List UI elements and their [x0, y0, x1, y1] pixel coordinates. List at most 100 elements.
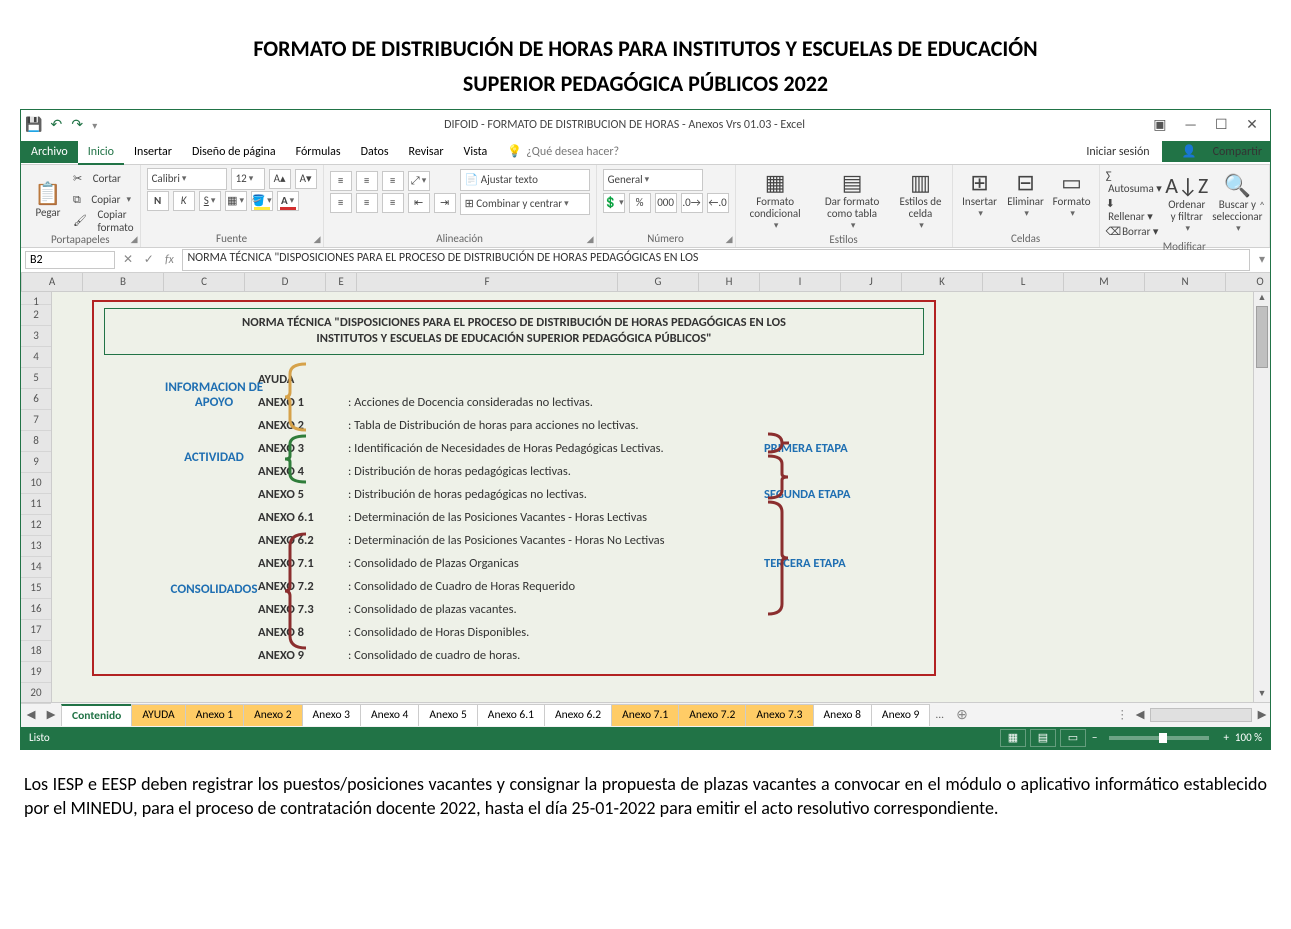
sheet-tabs-more[interactable]: ...: [929, 705, 950, 725]
quick-access-toolbar[interactable]: ↶ ↷ ▾: [50, 116, 103, 133]
sheet-tab-anexo-7-2[interactable]: Anexo 7.2: [678, 704, 746, 726]
scroll-up-icon[interactable]: ▲: [1254, 292, 1270, 306]
view-page-break-icon[interactable]: ▭: [1060, 729, 1086, 747]
row-header-6[interactable]: 6: [21, 389, 51, 410]
sheet-tab-anexo-1[interactable]: Anexo 1: [185, 704, 244, 726]
row-header-4[interactable]: 4: [21, 347, 51, 368]
view-normal-icon[interactable]: ▦: [1000, 729, 1026, 747]
copy-button[interactable]: ⧉ Copiar: [73, 190, 134, 210]
row-header-10[interactable]: 10: [21, 473, 51, 494]
align-bottom-icon[interactable]: ≡: [382, 171, 404, 191]
align-top-icon[interactable]: ≡: [330, 171, 352, 191]
align-center-icon[interactable]: ≡: [356, 193, 378, 213]
zoom-out-icon[interactable]: −: [1092, 731, 1097, 744]
tab-revisar[interactable]: Revisar: [399, 141, 454, 163]
column-header-O[interactable]: O: [1226, 273, 1291, 291]
zoom-slider[interactable]: [1109, 736, 1209, 740]
tab-file[interactable]: Archivo: [21, 141, 78, 163]
row-header-18[interactable]: 18: [21, 641, 51, 662]
align-left-icon[interactable]: ≡: [330, 193, 352, 213]
sign-in[interactable]: Iniciar sesión: [1086, 145, 1149, 159]
tell-me[interactable]: 💡 ¿Qué desea hacer?: [507, 144, 619, 159]
hscroll-right-icon[interactable]: ▶: [1254, 707, 1270, 722]
row-header-3[interactable]: 3: [21, 326, 51, 347]
zoom-knob[interactable]: [1159, 733, 1167, 743]
sheet-tab-anexo-5[interactable]: Anexo 5: [418, 704, 477, 726]
worksheet[interactable]: NORMA TÉCNICA "DISPOSICIONES PARA EL PRO…: [52, 292, 1253, 702]
close-icon[interactable]: ✕: [1238, 116, 1266, 133]
name-box[interactable]: B2: [25, 251, 115, 269]
column-header-A[interactable]: A: [22, 273, 83, 291]
cell-styles-button[interactable]: ▥Estilos de celda: [895, 169, 945, 231]
tab-vista[interactable]: Vista: [454, 141, 498, 163]
formula-bar[interactable]: NORMA TÉCNICA "DISPOSICIONES PARA EL PRO…: [182, 249, 1250, 271]
conditional-format-button[interactable]: ▦Formato condicional: [742, 169, 809, 231]
row-header-19[interactable]: 19: [21, 662, 51, 683]
cut-button[interactable]: ✂ Cortar: [73, 169, 134, 189]
column-header-F[interactable]: F: [357, 273, 618, 291]
tab-nav-next-icon[interactable]: ▶: [47, 707, 56, 722]
increase-indent-icon[interactable]: ⇥: [434, 193, 456, 213]
column-header-C[interactable]: C: [164, 273, 245, 291]
increase-decimal-icon[interactable]: .0→: [681, 193, 703, 213]
dialog-launcher-number[interactable]: ◢: [726, 234, 733, 245]
dialog-launcher-alignment[interactable]: ◢: [587, 234, 594, 245]
align-middle-icon[interactable]: ≡: [356, 171, 378, 191]
hscroll-left-icon[interactable]: ◀: [1132, 707, 1148, 722]
decrease-decimal-icon[interactable]: ←.0: [707, 193, 729, 213]
ribbon-display-icon[interactable]: ▣: [1146, 116, 1174, 133]
row-header-17[interactable]: 17: [21, 620, 51, 641]
column-header-D[interactable]: D: [245, 273, 326, 291]
redo-icon[interactable]: ↷: [71, 116, 83, 133]
add-sheet-icon[interactable]: ⊕: [950, 706, 974, 723]
zoom-level[interactable]: 100 %: [1235, 731, 1262, 744]
font-size-select[interactable]: 12: [231, 168, 265, 190]
zoom-in-icon[interactable]: +: [1223, 731, 1228, 744]
sheet-tab-anexo-6-1[interactable]: Anexo 6.1: [477, 704, 545, 726]
decrease-indent-icon[interactable]: ⇤: [408, 193, 430, 213]
increase-font-icon[interactable]: A▴: [269, 169, 291, 189]
wrap-text-button[interactable]: 📄 Ajustar texto: [460, 169, 590, 191]
collapse-ribbon-icon[interactable]: ˄: [1259, 199, 1265, 212]
row-header-7[interactable]: 7: [21, 410, 51, 431]
row-header-14[interactable]: 14: [21, 557, 51, 578]
maximize-icon[interactable]: ☐: [1207, 116, 1235, 133]
fill-button[interactable]: ⬇ Rellenar ▾: [1106, 197, 1162, 223]
comma-format-icon[interactable]: 000: [655, 193, 677, 213]
tab-inicio[interactable]: Inicio: [78, 141, 124, 165]
enter-formula-icon[interactable]: ✓: [140, 252, 158, 267]
row-header-5[interactable]: 5: [21, 368, 51, 389]
row-header-15[interactable]: 15: [21, 578, 51, 599]
sheet-tab-anexo-8[interactable]: Anexo 8: [813, 704, 872, 726]
font-color-button[interactable]: A: [277, 191, 299, 211]
column-header-H[interactable]: H: [699, 273, 760, 291]
sort-filter-button[interactable]: A↓ZOrdenar y filtrar: [1166, 172, 1208, 234]
vertical-scrollbar[interactable]: ▲ ▼: [1253, 292, 1270, 702]
decrease-font-icon[interactable]: A▾: [295, 169, 317, 189]
sheet-tab-anexo-7-1[interactable]: Anexo 7.1: [611, 704, 679, 726]
tab-fórmulas[interactable]: Fórmulas: [286, 141, 351, 163]
format-painter-button[interactable]: 🖌 Copiar formato: [73, 211, 134, 231]
column-header-I[interactable]: I: [760, 273, 841, 291]
qat-customize-icon[interactable]: ▾: [92, 119, 97, 132]
insert-cells-button[interactable]: ⊞Insertar: [959, 169, 1001, 219]
scroll-thumb[interactable]: [1256, 306, 1268, 368]
row-header-20[interactable]: 20: [21, 683, 51, 704]
borders-button[interactable]: ▦: [225, 191, 247, 211]
sheet-tab-anexo-3[interactable]: Anexo 3: [302, 704, 361, 726]
align-right-icon[interactable]: ≡: [382, 193, 404, 213]
dialog-launcher-font[interactable]: ◢: [314, 234, 321, 245]
row-header-1[interactable]: 1: [21, 292, 51, 305]
tab-datos[interactable]: Datos: [351, 141, 399, 163]
find-select-button[interactable]: 🔍Buscar y seleccionar: [1212, 172, 1263, 234]
tab-diseño-de-página[interactable]: Diseño de página: [182, 141, 286, 163]
fx-icon[interactable]: fx: [160, 253, 178, 267]
column-header-L[interactable]: L: [983, 273, 1064, 291]
column-header-K[interactable]: K: [902, 273, 983, 291]
format-as-table-button[interactable]: ▤Dar formato como tabla: [813, 169, 892, 231]
row-header-9[interactable]: 9: [21, 452, 51, 473]
expand-formula-bar-icon[interactable]: ▾: [1254, 252, 1270, 267]
sheet-tab-ayuda[interactable]: AYUDA: [131, 704, 185, 726]
share-button[interactable]: 👤 Compartir: [1162, 141, 1270, 162]
cancel-formula-icon[interactable]: ✕: [119, 252, 137, 267]
